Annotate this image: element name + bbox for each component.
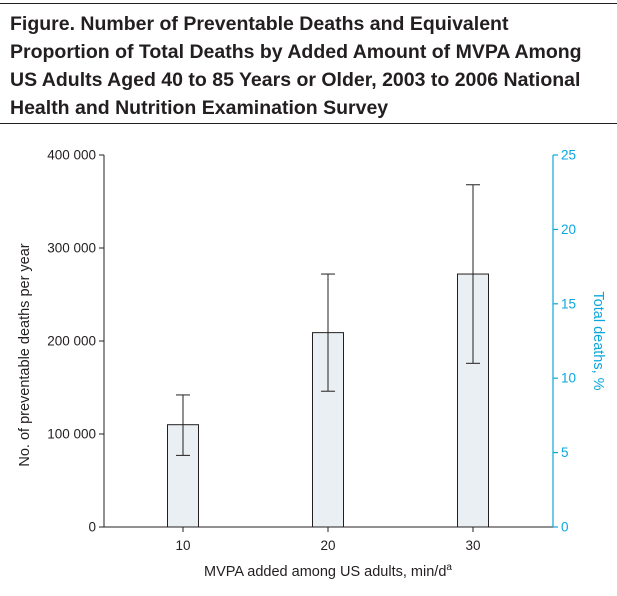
y2-tick-label: 25 bbox=[561, 148, 576, 163]
x-axis-label-superscript: a bbox=[446, 562, 452, 573]
x-tick-label: 10 bbox=[175, 538, 190, 553]
y2-tick-label: 5 bbox=[561, 445, 569, 460]
bar-10 bbox=[167, 424, 199, 528]
x-tick-label: 30 bbox=[465, 538, 480, 553]
y-tick-label: 200 000 bbox=[47, 334, 96, 349]
y2-axis-label: Total deaths, % bbox=[590, 291, 606, 390]
y2-tick-label: 10 bbox=[561, 371, 576, 386]
y2-tick-label: 20 bbox=[561, 222, 576, 237]
figure-title: Figure. Number of Preventable Deaths and… bbox=[10, 13, 582, 119]
y2-tick-label: 15 bbox=[561, 296, 576, 311]
title-rule bbox=[0, 123, 617, 124]
y-tick-label: 300 000 bbox=[47, 241, 96, 256]
y-axis-label: No. of preventable deaths per year bbox=[17, 243, 33, 466]
y-tick-label: 0 bbox=[88, 520, 96, 535]
x-axis-label: MVPA added among US adults, min/da bbox=[204, 562, 452, 580]
y2-tick-label: 0 bbox=[561, 520, 569, 535]
y-tick-label: 100 000 bbox=[47, 427, 96, 442]
top-rule bbox=[0, 3, 617, 4]
y-tick-label: 400 000 bbox=[47, 148, 96, 163]
x-tick-label: 20 bbox=[320, 538, 335, 553]
